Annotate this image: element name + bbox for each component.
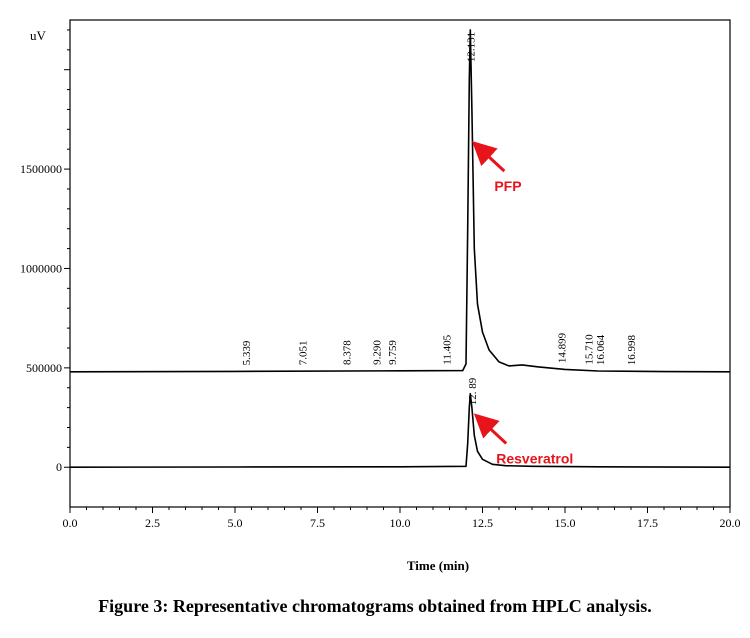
annotation-arrow <box>473 413 508 445</box>
peak-labels: 5.339 7.051 8.378 9.290 9.759 11.405 12.131 14.… <box>241 32 638 405</box>
y-axis-label: uV <box>30 28 47 43</box>
y-tick-label: 500000 <box>26 361 62 375</box>
plot-frame <box>69 19 731 508</box>
x-tick-label: 5.0 <box>228 516 243 530</box>
figure-caption: Figure 3: Representative chromatograms o… <box>98 596 652 616</box>
x-tick-label: 15.0 <box>555 516 576 530</box>
peak-label: 15.710 <box>583 334 595 365</box>
annotation-arrow <box>471 141 506 173</box>
peak-label: 14.899 <box>557 332 569 363</box>
x-tick-label: 20.0 <box>720 516 741 530</box>
x-tick-label: 12.5 <box>472 516 493 530</box>
peak-label: 11.405 <box>441 334 453 364</box>
x-tick-label: 2.5 <box>145 516 160 530</box>
peak-label: 16.064 <box>595 334 607 365</box>
peak-label: 8.378 <box>342 340 354 365</box>
peak-label: 9.759 <box>387 340 399 365</box>
pfp-annotation: PFP <box>494 178 521 194</box>
x-tick-label: 17.5 <box>637 516 658 530</box>
chromatogram-traces <box>69 29 731 468</box>
y-tick-label: 1000000 <box>20 261 62 275</box>
peak-label: 12.131 <box>465 32 477 62</box>
y-axis: 0 500000 1000000 1500000 <box>20 29 70 474</box>
x-tick-label: 7.5 <box>310 516 325 530</box>
chromatogram-chart: 0 500000 1000000 1500000 0.0 2.5 5.0 7.5 10.0 12… <box>20 19 741 573</box>
x-axis: 0.0 2.5 5.0 7.5 10.0 12.5 15.0 17.5 20.0 <box>63 507 741 530</box>
y-tick-label: 0 <box>56 460 62 474</box>
annotations: PFP Resveratrol <box>471 141 573 466</box>
x-tick-label: 10.0 <box>390 516 411 530</box>
x-tick-label: 0.0 <box>63 516 78 530</box>
peak-label: 16.998 <box>626 335 638 366</box>
plot-border <box>69 19 731 508</box>
x-axis-label: Time (min) <box>407 558 469 573</box>
pfp-trace <box>69 29 731 373</box>
peak-label: 5.339 <box>241 340 253 365</box>
peak-label: 9.290 <box>372 340 384 365</box>
peak-label: 12. 89 <box>467 377 479 405</box>
resveratrol-trace <box>69 392 731 468</box>
resveratrol-annotation: Resveratrol <box>496 450 573 466</box>
peak-label: 7.051 <box>298 340 310 365</box>
y-tick-label: 1500000 <box>20 162 62 176</box>
